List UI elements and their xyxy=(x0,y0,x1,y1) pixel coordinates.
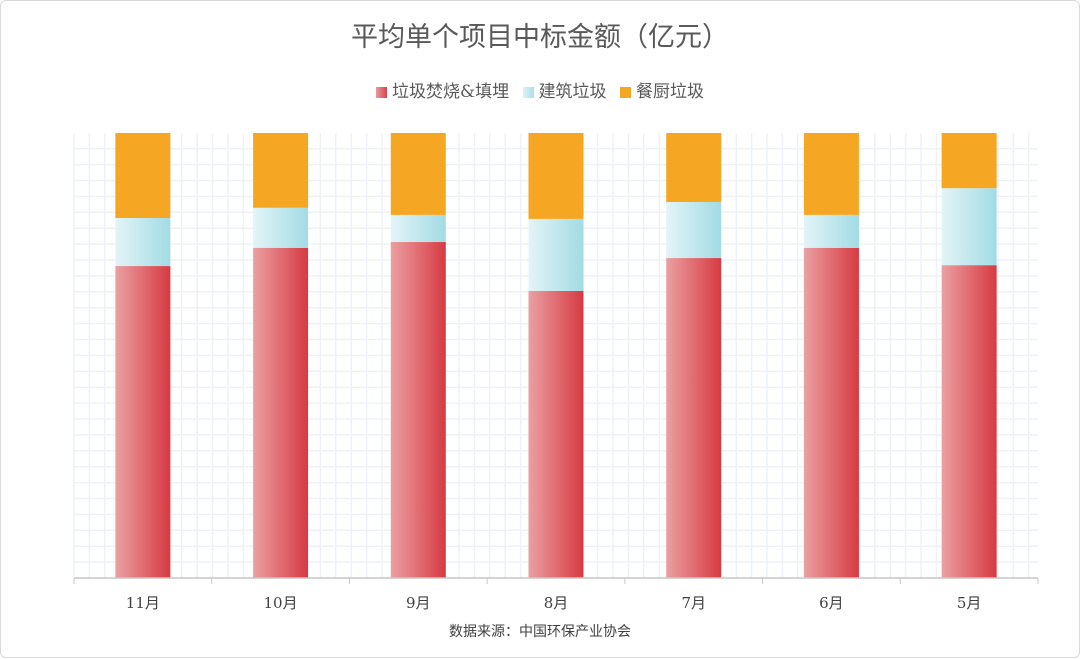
bar-7月-垃圾焚烧&填埋 xyxy=(666,258,722,578)
data-source: 数据来源：中国环保产业协会 xyxy=(449,624,631,640)
x-tick-label: 6月 xyxy=(819,594,844,612)
bar-11月-建筑垃圾 xyxy=(115,217,171,267)
bar-9月-建筑垃圾 xyxy=(390,214,446,243)
legend-label: 餐厨垃圾 xyxy=(635,82,704,102)
legend-item-kitchen: 餐厨垃圾 xyxy=(619,82,704,102)
legend: 垃圾焚烧&填埋 建筑垃圾 餐厨垃圾 xyxy=(1,77,1079,102)
legend-label: 垃圾焚烧&填埋 xyxy=(392,82,510,102)
x-tick-label: 11月 xyxy=(126,594,160,612)
bar-11月-垃圾焚烧&填埋 xyxy=(115,266,171,578)
chart-title: 平均单个项目中标金额（亿元） xyxy=(351,22,729,53)
bar-7月-餐厨垃圾 xyxy=(666,133,722,202)
bar-8月-垃圾焚烧&填埋 xyxy=(528,290,584,578)
x-tick-label: 5月 xyxy=(957,594,982,612)
x-tick-label: 8月 xyxy=(544,594,569,612)
legend-swatch xyxy=(619,87,631,98)
bar-8月-建筑垃圾 xyxy=(528,218,584,291)
legend-item-construction: 建筑垃圾 xyxy=(522,82,607,102)
bar-5月-建筑垃圾 xyxy=(941,188,997,266)
legend-swatch xyxy=(522,87,534,98)
x-tick-label: 9月 xyxy=(406,594,431,612)
bar-5月-餐厨垃圾 xyxy=(941,133,997,189)
bar-6月-垃圾焚烧&填埋 xyxy=(803,247,859,578)
bar-7月-建筑垃圾 xyxy=(666,201,722,259)
bar-6月-餐厨垃圾 xyxy=(803,133,859,215)
bar-5月-垃圾焚烧&填埋 xyxy=(941,265,997,578)
legend-label: 建筑垃圾 xyxy=(538,82,607,102)
x-tick-label: 7月 xyxy=(681,594,706,612)
bar-10月-垃圾焚烧&填埋 xyxy=(253,247,309,578)
legend-item-incineration: 垃圾焚烧&填埋 xyxy=(376,82,509,102)
legend-swatch xyxy=(376,87,388,98)
bar-11月-餐厨垃圾 xyxy=(115,133,171,218)
bar-9月-餐厨垃圾 xyxy=(390,133,446,215)
bar-10月-建筑垃圾 xyxy=(253,207,309,248)
bar-10月-餐厨垃圾 xyxy=(253,133,309,208)
bar-6月-建筑垃圾 xyxy=(803,214,859,248)
x-tick-label: 10月 xyxy=(264,594,298,612)
bar-8月-餐厨垃圾 xyxy=(528,133,584,219)
bar-9月-垃圾焚烧&填埋 xyxy=(390,242,446,578)
